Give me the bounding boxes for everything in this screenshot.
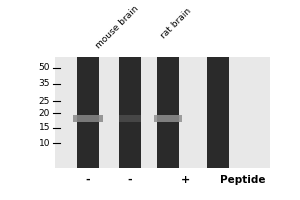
Text: 15: 15 — [38, 123, 50, 132]
Text: -: - — [86, 175, 90, 185]
Text: -: - — [128, 175, 132, 185]
Text: 35: 35 — [38, 79, 50, 88]
Bar — [55, 57, 270, 168]
Text: 20: 20 — [39, 108, 50, 117]
Text: +: + — [180, 175, 190, 185]
Text: 25: 25 — [39, 97, 50, 106]
Bar — [119, 114, 141, 121]
Bar — [154, 114, 182, 121]
Bar — [157, 57, 179, 168]
Bar — [77, 57, 99, 168]
Bar — [119, 57, 141, 168]
Text: rat brain: rat brain — [159, 6, 193, 40]
Text: Peptide: Peptide — [220, 175, 266, 185]
Bar — [73, 114, 103, 121]
Bar — [207, 57, 229, 168]
Text: 10: 10 — [38, 138, 50, 148]
Text: 50: 50 — [38, 64, 50, 72]
Text: mouse brain: mouse brain — [94, 4, 140, 50]
